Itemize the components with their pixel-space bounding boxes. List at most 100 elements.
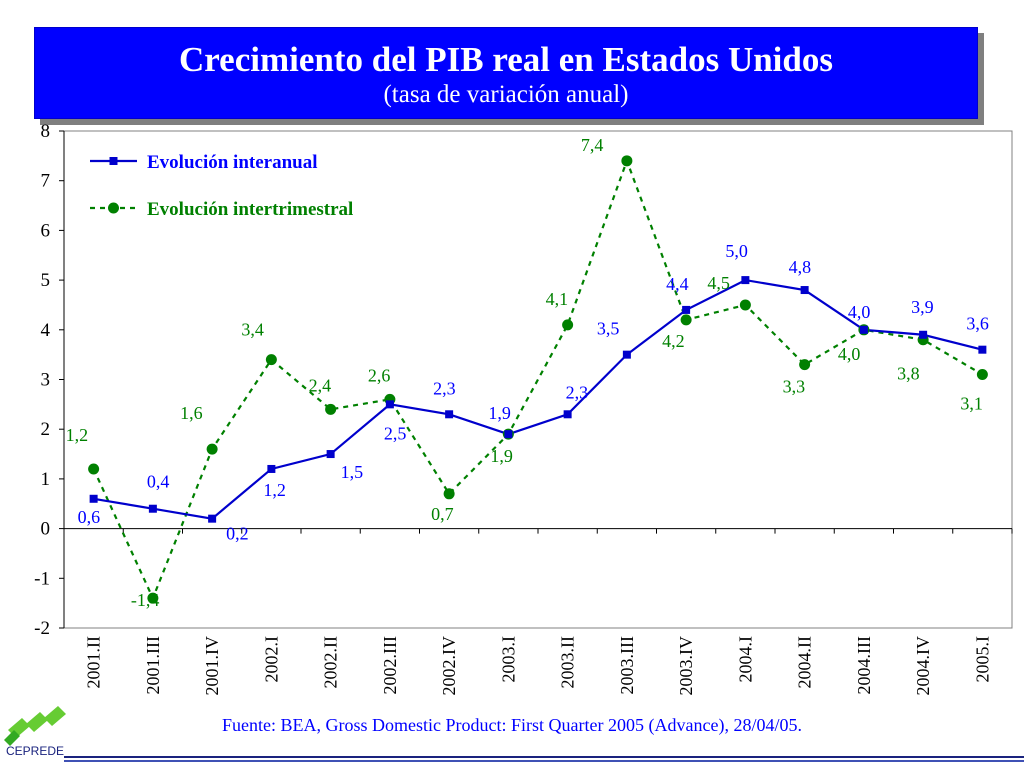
data-label-interanual: 2,5 xyxy=(384,423,407,443)
x-tick-label: 2003.III xyxy=(617,636,637,694)
y-tick-label: -1 xyxy=(34,568,50,589)
data-label-intertrimestral: 1,9 xyxy=(490,446,513,466)
point-interanual xyxy=(89,494,98,503)
x-tick-label: 2002.I xyxy=(261,636,281,683)
data-label-intertrimestral: 2,6 xyxy=(368,365,391,385)
point-interanual xyxy=(859,325,868,334)
point-intertrimestral xyxy=(976,369,988,381)
legend-marker-interanual xyxy=(109,157,118,165)
data-label-intertrimestral: 4,2 xyxy=(662,331,685,351)
data-label-interanual: 3,6 xyxy=(966,314,989,334)
footer-rule xyxy=(64,754,1024,762)
data-label-intertrimestral: 4,5 xyxy=(707,273,730,293)
data-label-intertrimestral: 4,1 xyxy=(546,289,569,309)
point-intertrimestral xyxy=(443,488,455,500)
data-label-interanual: 0,2 xyxy=(226,524,249,544)
x-tick-label: 2003.IV xyxy=(676,636,696,696)
point-interanual xyxy=(326,450,335,459)
point-intertrimestral xyxy=(147,592,159,604)
point-interanual xyxy=(385,400,394,409)
y-tick-label: 3 xyxy=(41,370,51,391)
source-note: Fuente: BEA, Gross Domestic Product: Fir… xyxy=(222,715,802,735)
data-label-interanual: 1,5 xyxy=(341,462,364,482)
data-label-interanual: 5,0 xyxy=(725,241,748,261)
data-label-interanual: 4,4 xyxy=(666,274,689,294)
point-interanual xyxy=(919,330,928,339)
y-tick-label: 2 xyxy=(41,419,51,440)
point-intertrimestral xyxy=(206,443,218,455)
y-tick-label: 0 xyxy=(41,519,51,540)
point-intertrimestral xyxy=(799,359,811,371)
point-interanual xyxy=(741,276,750,285)
data-label-intertrimestral: 1,6 xyxy=(180,403,203,423)
y-tick-label: 6 xyxy=(41,220,51,241)
chart-subtitle: (tasa de variación anual) xyxy=(383,81,629,108)
point-intertrimestral xyxy=(680,314,692,326)
data-label-interanual: 1,2 xyxy=(263,480,286,500)
point-intertrimestral xyxy=(325,403,337,415)
data-label-interanual: 3,9 xyxy=(911,297,934,317)
y-tick-label: -2 xyxy=(34,618,50,639)
y-tick-label: 8 xyxy=(41,121,51,142)
data-label-interanual: 4,0 xyxy=(848,302,871,322)
x-tick-label: 2001.III xyxy=(143,636,163,694)
data-label-interanual: 2,3 xyxy=(566,382,589,402)
data-label-intertrimestral: 2,4 xyxy=(309,375,332,395)
point-intertrimestral xyxy=(621,155,633,167)
point-interanual xyxy=(267,464,276,473)
data-label-intertrimestral: 4,0 xyxy=(838,344,861,364)
point-interanual xyxy=(622,350,631,359)
point-interanual xyxy=(682,305,691,314)
series-line-intertrimestral xyxy=(92,157,983,601)
y-tick-label: 5 xyxy=(41,270,51,291)
x-tick-label: 2004.I xyxy=(735,636,755,683)
point-interanual xyxy=(978,345,987,354)
data-label-interanual: 1,9 xyxy=(488,403,511,423)
point-interanual xyxy=(800,286,809,295)
data-label-intertrimestral: -1,4 xyxy=(131,590,160,610)
logo-text: CEPREDE xyxy=(6,744,65,758)
data-label-intertrimestral: 3,4 xyxy=(241,320,264,340)
data-label-interanual: 3,5 xyxy=(597,319,620,339)
x-tick-label: 2004.II xyxy=(795,636,815,689)
data-label-interanual: 2,3 xyxy=(433,378,456,398)
y-tick-label: 4 xyxy=(41,320,51,341)
x-tick-label: 2004.III xyxy=(854,636,874,694)
point-interanual xyxy=(504,430,513,439)
legend-label-intertrimestral: Evolución intertrimestral xyxy=(147,199,353,220)
x-tick-label: 2003.II xyxy=(558,636,578,689)
title-banner: Crecimiento del PIB real en Estados Unid… xyxy=(34,27,978,119)
point-interanual xyxy=(445,410,454,419)
point-intertrimestral xyxy=(88,463,100,475)
y-tick-label: 7 xyxy=(41,171,51,192)
legend-label-interanual: Evolución interanual xyxy=(147,152,318,173)
data-label-intertrimestral: 3,1 xyxy=(960,394,983,414)
series-line-interanual xyxy=(93,278,983,520)
point-interanual xyxy=(148,504,157,513)
chart-title: Crecimiento del PIB real en Estados Unid… xyxy=(179,40,833,79)
x-tick-label: 2002.III xyxy=(380,636,400,694)
legend-marker-intertrimestral xyxy=(108,202,119,214)
x-tick-label: 2003.I xyxy=(498,636,518,683)
x-tick-label: 2005.I xyxy=(972,636,992,683)
data-label-interanual: 0,6 xyxy=(78,507,101,527)
x-tick-label: 2001.IV xyxy=(202,636,222,696)
x-tick-label: 2002.IV xyxy=(439,636,459,696)
data-label-intertrimestral: 0,7 xyxy=(431,504,454,524)
data-label-intertrimestral: 7,4 xyxy=(581,135,604,155)
ceprede-logo xyxy=(4,706,66,746)
y-tick-label: 1 xyxy=(41,469,51,490)
point-intertrimestral xyxy=(739,299,751,311)
x-tick-label: 2002.II xyxy=(321,636,341,689)
point-interanual xyxy=(208,514,217,523)
point-interanual xyxy=(563,410,572,419)
point-intertrimestral xyxy=(562,319,574,331)
data-label-intertrimestral: 3,3 xyxy=(783,377,806,397)
x-tick-label: 2004.IV xyxy=(913,636,933,696)
data-label-interanual: 0,4 xyxy=(147,472,170,492)
data-label-intertrimestral: 1,2 xyxy=(66,425,89,445)
point-intertrimestral xyxy=(265,354,277,366)
data-label-interanual: 4,8 xyxy=(789,257,812,277)
data-label-intertrimestral: 3,8 xyxy=(897,364,920,384)
